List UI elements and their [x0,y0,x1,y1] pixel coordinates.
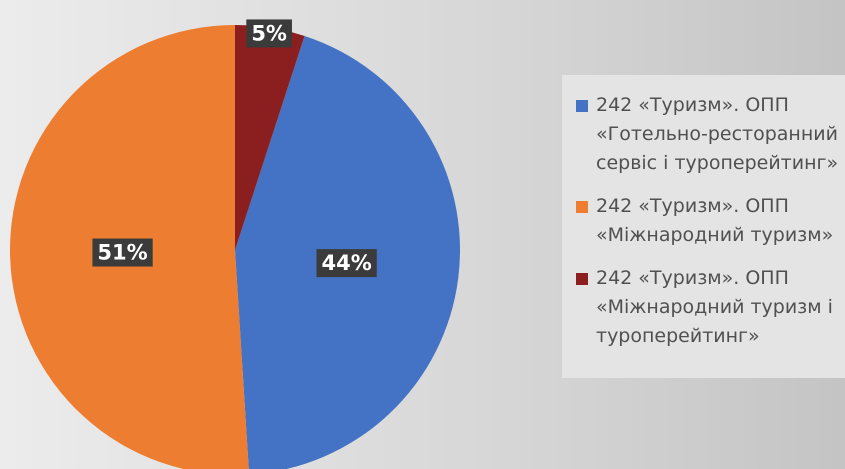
legend-swatch [576,201,588,213]
data-label: 44% [321,251,371,275]
legend-label: 242 «Туризм». ОПП «Готельно-ресторанний … [596,94,839,174]
legend: 242 «Туризм». ОПП «Готельно-ресторанний … [562,75,845,378]
legend-swatch [576,273,588,285]
legend-item: 242 «Туризм». ОПП «Міжнародний туризм» [576,192,845,250]
pie-slice [235,25,305,250]
data-label: 5% [251,21,287,45]
data-label-bg [92,238,153,267]
legend-label: 242 «Туризм». ОПП «Міжнародний туризм» [596,195,834,246]
legend-swatch [576,100,588,112]
legend-item: 242 «Туризм». ОПП «Готельно-ресторанний … [576,91,845,178]
data-label-bg [316,249,377,278]
data-label-bg [246,19,292,48]
legend-item: 242 «Туризм». ОПП «Міжнародний туризм і … [576,264,845,351]
legend-label: 242 «Туризм». ОПП «Міжнародний туризм і … [596,267,833,347]
data-label: 51% [97,241,147,265]
